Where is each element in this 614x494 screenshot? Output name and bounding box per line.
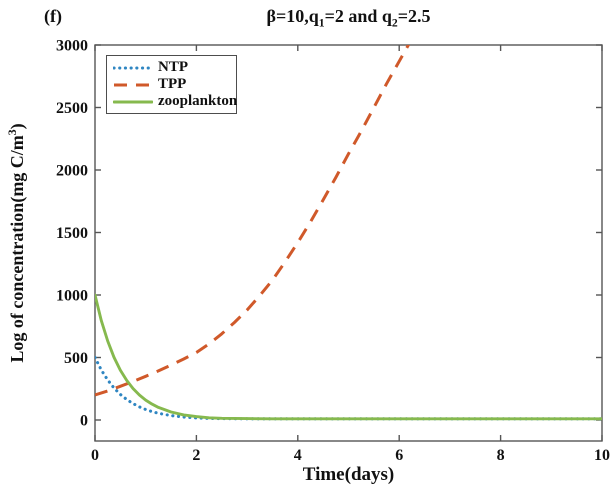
- text-segment: 1: [318, 16, 325, 30]
- legend-label: TPP: [158, 76, 187, 92]
- x-tick-label: 0: [91, 447, 99, 464]
- text-segment: β=10,q: [266, 6, 319, 26]
- x-tick-label: 2: [192, 447, 200, 464]
- y-tick-label: 2500: [56, 100, 88, 117]
- x-tick-label: 8: [497, 447, 505, 464]
- axes-box: [94, 44, 603, 442]
- series-TPP: [95, 45, 411, 397]
- x-tick-label: 6: [395, 447, 403, 464]
- series-NTP: [95, 355, 602, 421]
- text-segment: =2.5: [397, 6, 431, 26]
- y-tick-label: 2000: [56, 163, 88, 180]
- series-zooplankton: [95, 293, 602, 421]
- legend-item-NTP: NTP: [113, 60, 230, 75]
- panel-label: (f): [44, 6, 62, 26]
- legend-line-sample-dashed: [114, 83, 152, 86]
- legend: NTP TPP zooplankton: [106, 55, 237, 114]
- chart-title: β=10,q1=2 and q2=2.5: [95, 6, 602, 30]
- x-tick-label: 4: [294, 447, 302, 464]
- legend-line-sample-solid: [113, 100, 153, 103]
- legend-label: NTP: [158, 59, 188, 75]
- y-tick-label: 0: [80, 413, 88, 430]
- legend-item-zooplankton: zooplankton: [113, 94, 237, 109]
- y-tick-label: 1500: [56, 225, 88, 242]
- legend-line-sample-dotted: [113, 65, 153, 70]
- x-axis-label: Time(days): [302, 464, 395, 485]
- x-tick-label: 10: [594, 447, 610, 464]
- legend-label: zooplankton: [158, 93, 238, 109]
- legend-item-TPP: TPP: [113, 77, 230, 92]
- y-tick-label: 500: [64, 350, 88, 367]
- text-segment: 2: [391, 16, 398, 30]
- y-tick-label: 3000: [56, 38, 88, 55]
- text-segment: =2 and q: [324, 6, 392, 26]
- y-tick-label: 1000: [56, 288, 88, 305]
